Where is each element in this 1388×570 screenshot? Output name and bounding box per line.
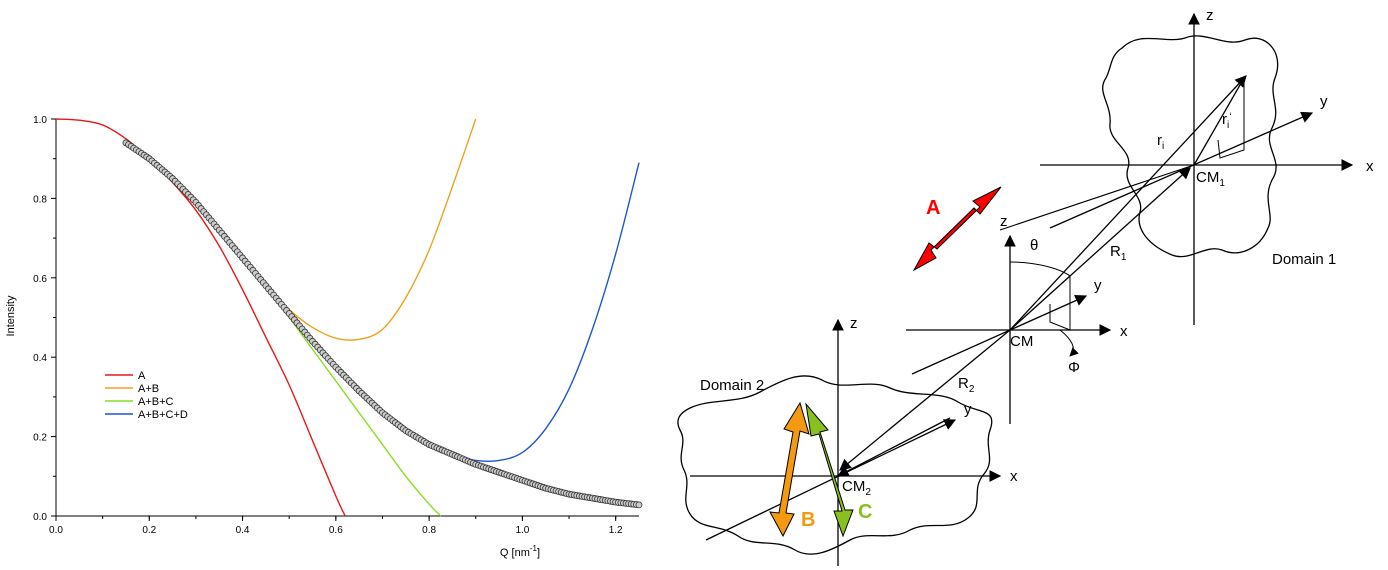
domain-1-ri-prime-vector <box>1193 77 1245 166</box>
x-tick-label: 0.4 <box>236 525 250 536</box>
domain-1-y-axis <box>1049 111 1314 229</box>
domain-2-y-axis <box>705 419 957 541</box>
arrow-A <box>912 186 1002 272</box>
label-B: B <box>801 509 815 531</box>
center-r2-vector <box>839 329 1011 471</box>
center-cm: CM <box>1010 333 1033 350</box>
domain-1-ri-vector <box>1009 75 1247 331</box>
center-y-axis <box>911 294 1088 375</box>
y-tick-label: 0.0 <box>33 512 47 523</box>
domain-1-outline <box>1102 35 1279 258</box>
domain-2-outline <box>677 375 993 555</box>
center-axis-z: z <box>1000 213 1008 230</box>
data-point <box>635 501 643 509</box>
label-A: A <box>926 197 940 219</box>
y-tick-label: 0.4 <box>33 353 47 364</box>
domain-2-axis-z: z <box>850 315 858 332</box>
plot-data-points <box>122 139 643 509</box>
domain-2-cm: CM2 <box>842 478 871 498</box>
domain-1-to-cm-line <box>999 164 1195 231</box>
plot-ticks: 0.0 0.2 0.4 0.6 0.8 1.0 1.2 0.0 0.2 0.4 0.6 0.8 1.0 <box>33 115 623 536</box>
domain-1-ri-prime: ri‘ <box>1222 111 1232 131</box>
legend-label: A+B+C+D <box>138 409 188 421</box>
legend-label: A+B <box>138 383 159 395</box>
y-tick-label: 0.8 <box>33 194 47 205</box>
domain-1-name: Domain 1 <box>1272 251 1336 268</box>
domain-1-axis-y: y <box>1320 93 1328 110</box>
x-tick-label: 0.6 <box>329 525 343 536</box>
domain-1-axis-x: x <box>1366 158 1374 175</box>
theta-label: θ <box>1030 237 1038 254</box>
domain-1-ri: ri <box>1157 132 1164 152</box>
series-line-a <box>55 118 346 517</box>
center-axis-x: x <box>1120 323 1128 340</box>
center-projection-a <box>1009 275 1071 331</box>
phi-arc <box>1059 329 1079 357</box>
theta-arc <box>1009 261 1071 277</box>
x-tick-label: 0.2 <box>142 525 156 536</box>
r1-label: R1 <box>1110 243 1127 263</box>
y-axis-title: Intensity <box>5 295 17 336</box>
center-projection-b <box>1049 276 1071 331</box>
legend-label: A <box>138 370 146 382</box>
domain-1-cm: CM1 <box>1196 169 1225 189</box>
arrow-C <box>805 402 854 538</box>
arrow-B <box>769 401 810 538</box>
domain-2-axis-x: x <box>1010 468 1018 485</box>
x-tick-label: 1.2 <box>609 525 623 536</box>
y-tick-label: 0.6 <box>33 274 47 285</box>
domain-2-vector <box>836 417 951 477</box>
center-axis-y: y <box>1094 277 1102 294</box>
x-tick-label: 1.0 <box>515 525 529 536</box>
legend: AA+BA+B+CA+B+C+D <box>105 370 188 421</box>
y-tick-label: 1.0 <box>33 115 47 126</box>
phi-label: Φ <box>1068 359 1080 376</box>
label-C: C <box>858 501 872 523</box>
y-tick-label: 0.2 <box>33 433 47 444</box>
legend-label: A+B+C <box>138 396 174 408</box>
x-tick-label: 0.0 <box>49 525 63 536</box>
r2-label: R2 <box>958 375 975 395</box>
x-axis-title: Q [nm-1] <box>500 544 540 559</box>
domain-2-name: Domain 2 <box>700 377 764 394</box>
x-tick-label: 0.8 <box>422 525 436 536</box>
domain-2-axis-y: y <box>964 401 972 418</box>
domain-1-projection <box>1217 78 1245 159</box>
domain-1-axis-z: z <box>1206 7 1214 24</box>
